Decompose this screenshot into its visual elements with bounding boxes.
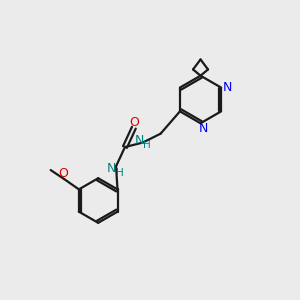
Text: H: H	[143, 140, 151, 150]
Text: N: N	[199, 122, 208, 135]
Text: N: N	[134, 134, 144, 147]
Text: O: O	[58, 167, 68, 180]
Text: H: H	[116, 168, 124, 178]
Text: N: N	[223, 81, 232, 94]
Text: O: O	[130, 116, 140, 129]
Text: N: N	[107, 162, 116, 175]
